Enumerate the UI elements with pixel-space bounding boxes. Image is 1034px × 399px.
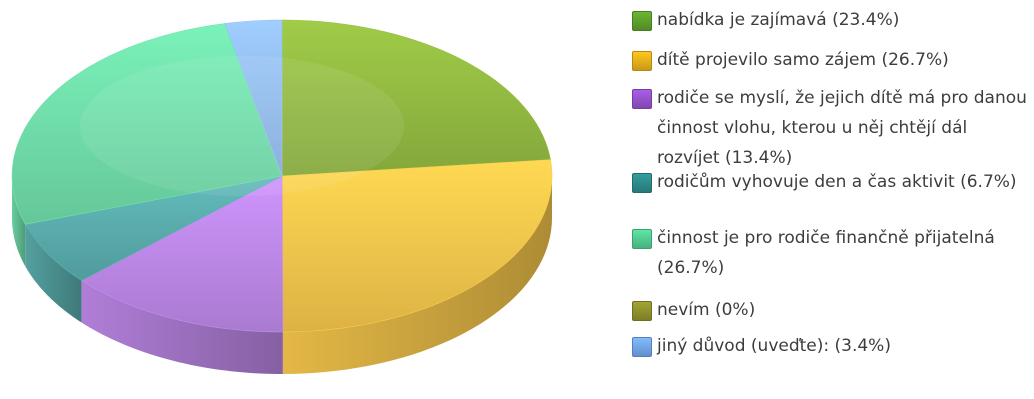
pie-slice-3 <box>81 175 284 333</box>
legend-swatch-2 <box>632 51 652 71</box>
legend-swatch-5 <box>632 229 652 249</box>
pie-slice-5 <box>11 23 283 225</box>
legend-item-6: nevím (0%) <box>632 300 1032 325</box>
legend-swatch-3 <box>632 89 652 109</box>
pie-slice-side-2 <box>282 176 552 374</box>
legend-label-4: rodičům vyhovuje den a čas aktivit (6.7%… <box>657 172 1017 192</box>
legend-label-7: jiný důvod (uveďte): (3.4%) <box>657 336 891 356</box>
legend-swatch-6 <box>632 301 652 321</box>
pie-chart-plot <box>11 19 553 374</box>
chart-legend: nabídka je zajímavá (23.4%) dítě projevil… <box>632 0 1032 399</box>
legend-swatch-4 <box>632 173 652 193</box>
legend-swatch-7 <box>632 337 652 357</box>
legend-swatch-1 <box>632 11 652 31</box>
legend-label-3: rodiče se myslí, že jejich dítě má pro d… <box>657 88 1027 168</box>
pie-side-walls <box>12 176 552 374</box>
legend-item-3: rodiče se myslí, že jejich dítě má pro d… <box>632 88 1032 173</box>
legend-item-4: rodičům vyhovuje den a čas aktivit (6.7%… <box>632 172 1032 197</box>
pie-slice-1 <box>281 19 551 177</box>
pie-slice-4 <box>24 175 283 281</box>
legend-item-2: dítě projevilo samo zájem (26.7%) <box>632 50 1032 75</box>
pie-slice-side-5 <box>12 176 26 267</box>
legend-item-5: činnost je pro rodiče finančně přijateln… <box>632 228 1032 283</box>
legend-label-5: činnost je pro rodiče finančně přijateln… <box>657 228 995 278</box>
legend-label-1: nabídka je zajímavá (23.4%) <box>657 10 900 30</box>
legend-label-2: dítě projevilo samo zájem (26.7%) <box>657 50 949 70</box>
legend-item-1: nabídka je zajímavá (23.4%) <box>632 10 1032 35</box>
legend-item-7: jiný důvod (uveďte): (3.4%) <box>632 336 1032 361</box>
pie-highlight <box>80 55 404 197</box>
pie-top-surface <box>11 19 553 333</box>
pie-slice-7 <box>224 19 283 177</box>
pie-slice-side-3 <box>81 280 283 374</box>
legend-label-6: nevím (0%) <box>657 300 756 320</box>
pie-slice-side-4 <box>25 224 82 323</box>
pie-slice-2 <box>281 159 553 333</box>
